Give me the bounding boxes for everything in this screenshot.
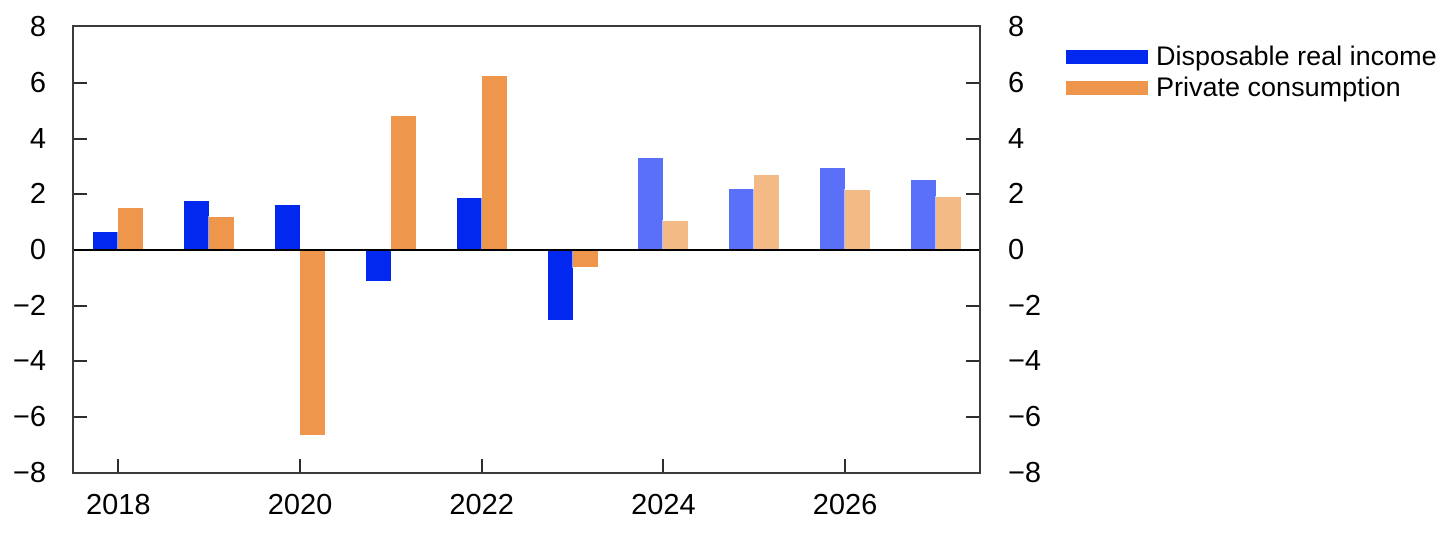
y-tick-label-right: 6	[1008, 66, 1025, 99]
y-tick-label-left: −4	[12, 345, 46, 378]
x-tick	[298, 459, 301, 472]
y-tick-label-left: 0	[29, 234, 46, 266]
y-tick-label-left: −2	[12, 289, 46, 322]
bar-disposable-real-income-2019	[184, 201, 210, 250]
y-tick-label-right: 2	[1008, 178, 1025, 211]
y-tick-label-left: 8	[29, 11, 46, 44]
y-tick-left	[74, 416, 87, 419]
y-tick-label-right: 8	[1008, 11, 1025, 44]
bar-disposable-real-income-2024	[638, 158, 664, 250]
y-tick-label-left: 6	[29, 66, 46, 99]
y-tick-right	[966, 304, 979, 307]
bar-private-consumption-2025	[754, 174, 780, 250]
bar-private-consumption-2023	[572, 250, 598, 267]
y-tick-left	[74, 304, 87, 307]
y-tick-label-right: 0	[1008, 234, 1025, 266]
bar-disposable-real-income-2027	[910, 180, 936, 250]
bar-private-consumption-2018	[118, 208, 144, 250]
x-tick-label: 2024	[631, 489, 696, 521]
y-tick-left	[74, 137, 87, 140]
y-tick-right	[966, 193, 979, 196]
y-tick-label-right: −4	[1008, 345, 1042, 378]
y-tick-label-right: 4	[1008, 122, 1025, 155]
x-tick	[662, 459, 665, 472]
bar-disposable-real-income-2018	[93, 231, 119, 250]
legend-swatch-orange-icon	[1066, 80, 1148, 95]
x-tick-label: 2020	[267, 489, 333, 521]
y-tick-label-right: −2	[1008, 289, 1042, 322]
bar-disposable-real-income-2022	[456, 198, 482, 250]
legend-label-disposable-real-income: Disposable real income	[1156, 41, 1437, 71]
y-tick-left	[74, 360, 87, 363]
y-tick-label-left: −6	[12, 401, 46, 434]
legend-label-private-consumption: Private consumption	[1156, 72, 1401, 102]
x-tick-label: 2026	[812, 489, 878, 521]
bar-private-consumption-2021	[390, 116, 416, 250]
y-tick-label-right: −8	[1008, 456, 1042, 489]
y-tick-right	[966, 137, 979, 140]
bar-disposable-real-income-2025	[729, 188, 755, 250]
legend-item-private-consumption: Private consumption	[1066, 72, 1437, 103]
bar-disposable-real-income-2026	[820, 167, 846, 250]
x-tick-label: 2018	[86, 489, 151, 521]
bar-private-consumption-2027	[935, 197, 961, 250]
x-tick-label: 2022	[449, 489, 514, 521]
y-tick-right	[966, 81, 979, 84]
y-tick-label-left: 4	[29, 122, 46, 155]
y-tick-left	[74, 81, 87, 84]
y-tick-left	[74, 193, 87, 196]
y-tick-right	[966, 360, 979, 363]
x-tick	[480, 459, 483, 472]
plot-area	[72, 25, 981, 474]
y-tick-label-left: −8	[12, 456, 46, 489]
bar-disposable-real-income-2021	[365, 250, 391, 281]
bar-disposable-real-income-2023	[547, 250, 573, 320]
bar-private-consumption-2024	[663, 220, 689, 250]
zero-axis-line	[74, 249, 979, 251]
legend-item-disposable-real-income: Disposable real income	[1066, 41, 1437, 72]
bar-disposable-real-income-2020	[274, 205, 300, 250]
y-tick-label-left: 2	[29, 178, 46, 211]
y-tick-label-right: −6	[1008, 401, 1042, 434]
bar-private-consumption-2026	[845, 190, 871, 250]
legend: Disposable real income Private consumpti…	[1066, 41, 1437, 103]
x-tick	[117, 459, 120, 472]
y-tick-right	[966, 416, 979, 419]
legend-swatch-blue-icon	[1066, 49, 1148, 64]
x-tick	[844, 459, 847, 472]
bar-private-consumption-2022	[481, 75, 507, 250]
bar-private-consumption-2019	[209, 216, 235, 250]
bar-private-consumption-2020	[299, 250, 325, 436]
